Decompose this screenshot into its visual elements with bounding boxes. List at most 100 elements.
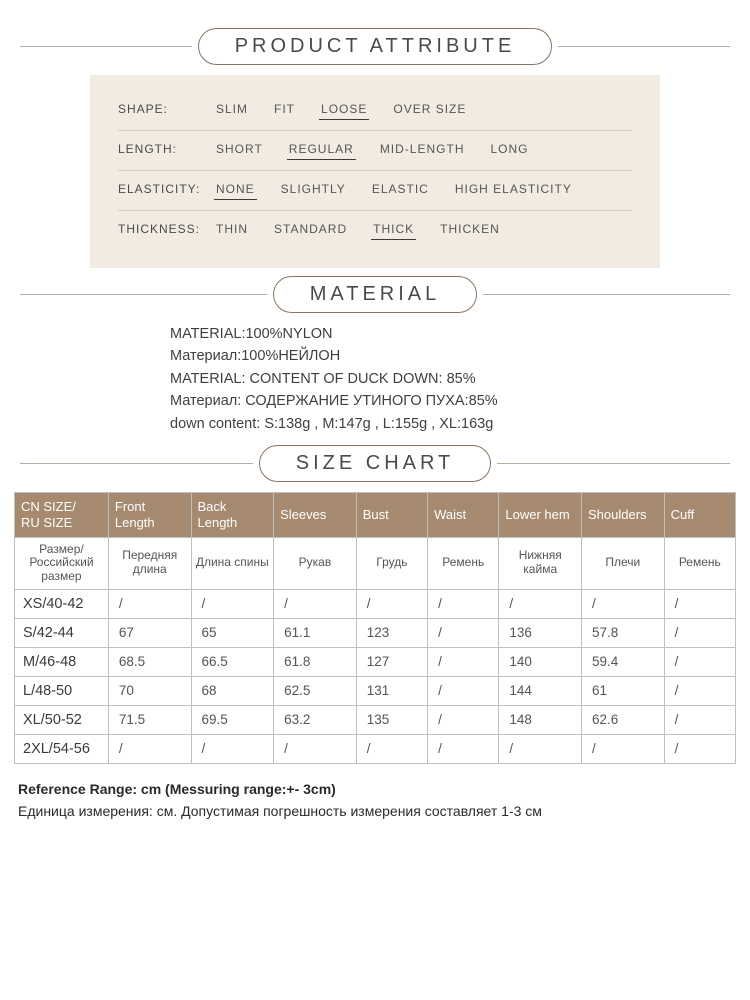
attribute-options: SLIM FIT LOOSE OVER SIZE <box>216 102 466 119</box>
footnote: Reference Range: cm (Messuring range:+- … <box>18 778 732 823</box>
value-cell: 65 <box>191 618 274 647</box>
table-header-cell: Shoulders <box>582 493 665 537</box>
table-row: XS/40-42//////// <box>15 589 736 618</box>
value-cell: / <box>664 705 735 734</box>
footnote-en: Reference Range: cm (Messuring range:+- … <box>18 778 732 800</box>
value-cell: 144 <box>499 676 582 705</box>
table-subheader-cell: Рукав <box>274 537 357 589</box>
attribute-options: THINSTANDARDTHICKTHICKEN <box>216 222 500 239</box>
material-line: down content: S:138g , M:147g , L:155g ,… <box>170 413 650 435</box>
table-row: L/48-50706862.5131/14461/ <box>15 676 736 705</box>
value-cell: 127 <box>356 647 427 676</box>
rule-left <box>20 46 192 47</box>
attribute-option: SLIGHTLY <box>281 182 346 199</box>
size-cell: S/42-44 <box>15 618 109 647</box>
attribute-divider <box>118 130 632 131</box>
value-cell: / <box>664 618 735 647</box>
size-cell: XS/40-42 <box>15 589 109 618</box>
table-subheader-cell: Ремень <box>664 537 735 589</box>
value-cell: 63.2 <box>274 705 357 734</box>
attribute-label: SHAPE: <box>118 102 216 116</box>
value-cell: 61.1 <box>274 618 357 647</box>
heading-pill: SIZE CHART <box>259 445 492 482</box>
value-cell: 61 <box>582 676 665 705</box>
size-chart-wrap: CN SIZE/RU SIZEFront LengthBack LengthSl… <box>14 492 736 764</box>
value-cell: / <box>428 647 499 676</box>
rule-left <box>20 294 267 295</box>
table-header-cell: Bust <box>356 493 427 537</box>
value-cell: / <box>191 589 274 618</box>
attribute-option: SLIM <box>216 102 248 119</box>
value-cell: 140 <box>499 647 582 676</box>
material-line: Материал: СОДЕРЖАНИЕ УТИНОГО ПУХА:85% <box>170 390 650 412</box>
attribute-option: LOOSE <box>321 102 367 119</box>
value-cell: / <box>428 734 499 763</box>
value-cell: / <box>428 705 499 734</box>
value-cell: / <box>356 734 427 763</box>
material-line: Материал:100%НЕЙЛОН <box>170 345 650 367</box>
value-cell: / <box>499 589 582 618</box>
value-cell: / <box>191 734 274 763</box>
attribute-box: SHAPE:SLIMFITLOOSEOVER SIZELENGTH:SHORTR… <box>90 75 660 268</box>
attribute-option: THIN <box>216 222 248 239</box>
attribute-option: HIGH ELASTICITY <box>455 182 572 199</box>
attribute-option: LONG <box>490 142 528 159</box>
value-cell: 148 <box>499 705 582 734</box>
value-cell: / <box>664 676 735 705</box>
value-cell: / <box>274 734 357 763</box>
table-subheader-cell: Грудь <box>356 537 427 589</box>
heading-size-chart: SIZE CHART <box>20 445 730 482</box>
value-cell: / <box>664 647 735 676</box>
value-cell: 61.8 <box>274 647 357 676</box>
value-cell: / <box>428 676 499 705</box>
table-header-cell: Back Length <box>191 493 274 537</box>
attribute-option: SHORT <box>216 142 263 159</box>
table-subheader-cell: Передняя длина <box>108 537 191 589</box>
material-line: MATERIAL: CONTENT OF DUCK DOWN: 85% <box>170 368 650 390</box>
value-cell: / <box>356 589 427 618</box>
value-cell: 68 <box>191 676 274 705</box>
heading-pill: PRODUCT ATTRIBUTE <box>198 28 553 65</box>
size-cell: XL/50-52 <box>15 705 109 734</box>
table-header-cell: CN SIZE/RU SIZE <box>15 493 109 537</box>
attribute-option: REGULAR <box>289 142 354 159</box>
value-cell: 123 <box>356 618 427 647</box>
footnote-ru: Единица измерения: см. Допустимая погреш… <box>18 800 732 822</box>
value-cell: / <box>428 589 499 618</box>
attribute-label: THICKNESS: <box>118 222 216 236</box>
size-cell: 2XL/54-56 <box>15 734 109 763</box>
table-header-en: CN SIZE/RU SIZEFront LengthBack LengthSl… <box>15 493 736 537</box>
value-cell: 59.4 <box>582 647 665 676</box>
attribute-row-elasticity: ELASTICITY:NONE SLIGHTLY ELASTIC HIGH ELAST… <box>118 173 632 208</box>
rule-right <box>497 463 730 464</box>
value-cell: 62.5 <box>274 676 357 705</box>
value-cell: / <box>664 734 735 763</box>
table-subheader-cell: Нижняя кайма <box>499 537 582 589</box>
attribute-option: FIT <box>274 102 295 119</box>
rule-right <box>558 46 730 47</box>
attribute-option: THICKEN <box>440 222 500 239</box>
attribute-row-thickness: THICKNESS:THINSTANDARDTHICKTHICKEN <box>118 213 632 248</box>
attribute-options: NONE SLIGHTLY ELASTIC HIGH ELASTICITY <box>216 182 572 199</box>
table-subheader-cell: Размер/Российский размер <box>15 537 109 589</box>
attribute-option: THICK <box>373 222 414 239</box>
size-cell: L/48-50 <box>15 676 109 705</box>
rule-left <box>20 463 253 464</box>
material-line: MATERIAL:100%NYLON <box>170 323 650 345</box>
table-subheader-cell: Плечи <box>582 537 665 589</box>
value-cell: / <box>664 589 735 618</box>
attribute-option: ELASTIC <box>372 182 429 199</box>
value-cell: 70 <box>108 676 191 705</box>
table-header-cell: Cuff <box>664 493 735 537</box>
attribute-option: NONE <box>216 182 255 199</box>
attribute-divider <box>118 210 632 211</box>
table-header-cell: Sleeves <box>274 493 357 537</box>
value-cell: 62.6 <box>582 705 665 734</box>
attribute-option: OVER SIZE <box>393 102 466 119</box>
attribute-option: MID-LENGTH <box>380 142 465 159</box>
attribute-row-shape: SHAPE:SLIM FIT LOOSE OVER SIZE <box>118 93 632 128</box>
attribute-label: ELASTICITY: <box>118 182 216 196</box>
value-cell: 136 <box>499 618 582 647</box>
value-cell: 66.5 <box>191 647 274 676</box>
table-row: M/46-4868.566.561.8127/14059.4/ <box>15 647 736 676</box>
